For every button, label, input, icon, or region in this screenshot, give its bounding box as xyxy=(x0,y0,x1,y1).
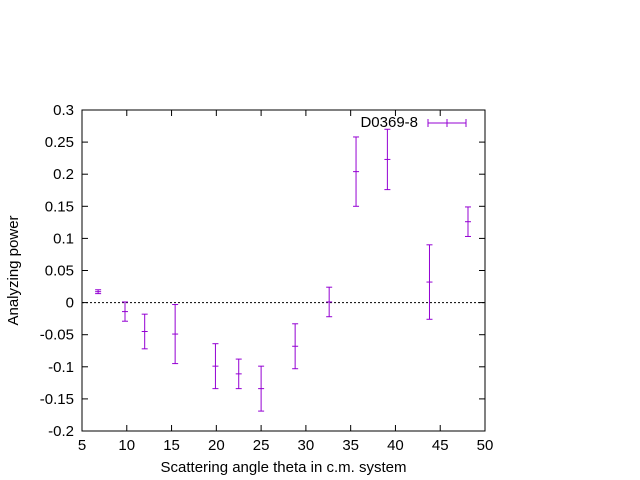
x-tick-label: 45 xyxy=(432,437,449,454)
x-axis-label: Scattering angle theta in c.m. system xyxy=(161,459,407,476)
data-point xyxy=(258,365,265,412)
data-point xyxy=(384,128,391,191)
x-tick-label: 15 xyxy=(163,437,180,454)
data-point xyxy=(172,304,179,365)
y-tick-label: 0 xyxy=(66,295,74,312)
data-point xyxy=(426,244,433,320)
x-tick-label: 25 xyxy=(253,437,270,454)
y-tick-label: -0.15 xyxy=(40,391,74,408)
y-axis-label: Analyzing power xyxy=(5,215,22,325)
y-tick-label: -0.05 xyxy=(40,327,74,344)
legend-label: D0369-8 xyxy=(360,114,418,131)
y-tick-label: 0.2 xyxy=(53,166,74,183)
x-tick-label: 40 xyxy=(387,437,404,454)
y-axis: -0.2 -0.15 -0.1 -0.05 0 0.05 0.1 0.15 0.2 0.25 0.3 xyxy=(40,102,485,440)
data-point xyxy=(235,358,242,390)
plot-frame xyxy=(81,109,486,432)
legend: D0369-8 xyxy=(360,114,467,131)
y-tick-label: 0.05 xyxy=(45,263,74,280)
x-tick-label: 5 xyxy=(78,437,86,454)
y-tick-label: 0.15 xyxy=(45,198,74,215)
x-tick-label: 30 xyxy=(298,437,315,454)
data-point xyxy=(121,301,128,322)
x-tick-label: 50 xyxy=(477,437,494,454)
x-axis: 5 10 15 20 25 30 35 40 45 50 xyxy=(78,110,494,454)
x-tick-label: 10 xyxy=(118,437,135,454)
y-tick-label: -0.1 xyxy=(48,359,74,376)
x-tick-label: 35 xyxy=(342,437,359,454)
legend-sample xyxy=(427,119,467,127)
data-point xyxy=(212,343,219,390)
y-tick-label: 0.25 xyxy=(45,134,74,151)
data-point xyxy=(141,313,148,350)
plot-border xyxy=(81,109,486,432)
y-tick-label: 0.3 xyxy=(53,102,74,119)
data-point xyxy=(326,286,333,318)
data-point xyxy=(95,289,102,295)
x-tick-label: 20 xyxy=(208,437,225,454)
y-tick-label: 0.1 xyxy=(53,230,74,247)
data-point xyxy=(353,136,360,207)
y-tick-label: -0.2 xyxy=(48,423,74,440)
data-point xyxy=(464,206,471,237)
data-points xyxy=(95,128,471,412)
data-point xyxy=(292,323,299,370)
